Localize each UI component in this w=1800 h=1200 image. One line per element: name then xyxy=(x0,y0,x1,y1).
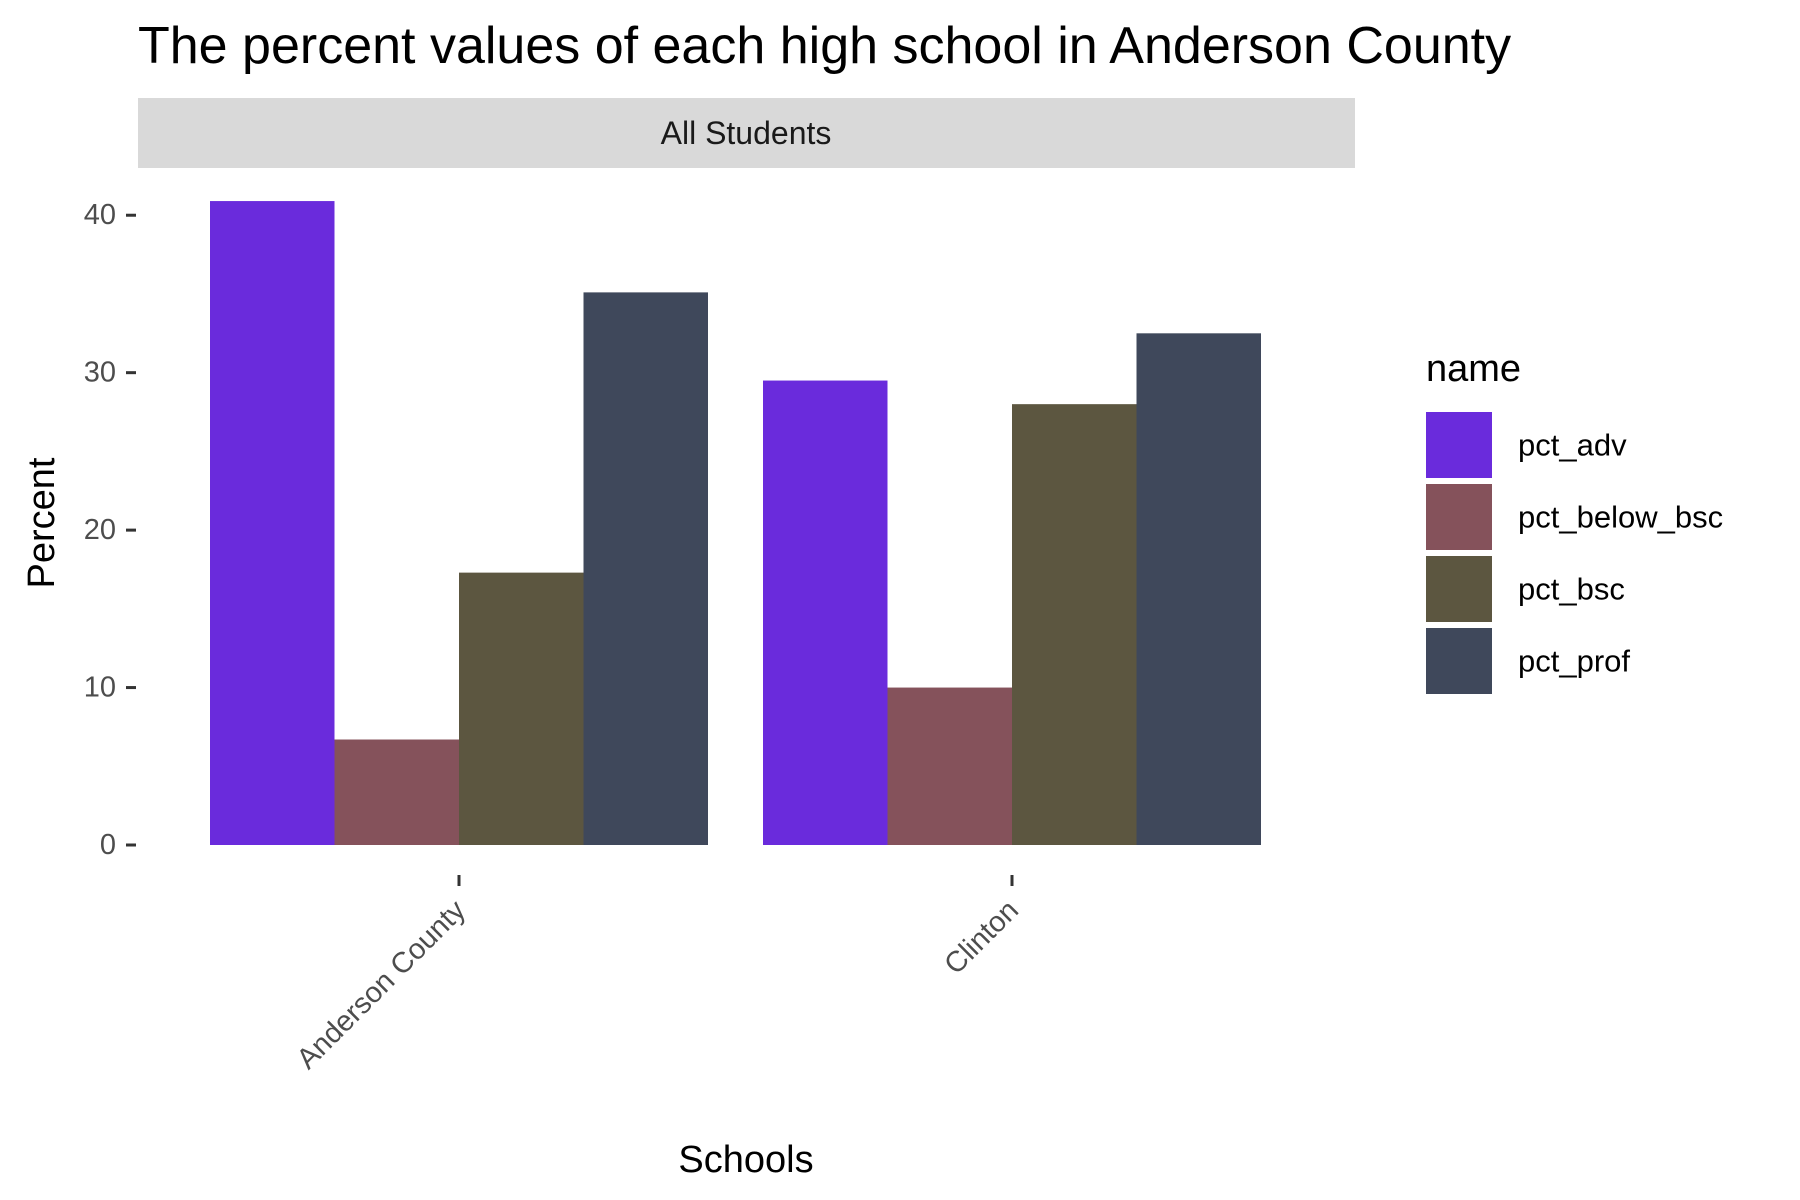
legend-label-pct-bsc: pct_bsc xyxy=(1518,572,1625,607)
y-tick-label: 20 xyxy=(84,514,116,546)
legend-title: name xyxy=(1426,348,1521,390)
bars-layer xyxy=(210,201,1261,846)
legend-key-pct-adv xyxy=(1426,412,1492,478)
legend-key-pct-prof xyxy=(1426,628,1492,694)
y-axis: 0 10 20 30 40 xyxy=(84,199,136,861)
x-axis-title: Schools xyxy=(678,1139,813,1181)
bar-anderson-county-pct-adv xyxy=(210,201,335,845)
facet-strip: All Students xyxy=(138,98,1355,168)
chart-title: The percent values of each high school i… xyxy=(138,17,1511,75)
legend-label-pct-prof: pct_prof xyxy=(1518,644,1630,679)
bar-anderson-county-pct-prof xyxy=(583,292,708,846)
legend: name pct_adv pct_below_bsc pct_bsc pct_prof xyxy=(1426,348,1723,694)
bar-anderson-county-pct-below-bsc xyxy=(334,739,459,845)
legend-key-pct-bsc xyxy=(1426,556,1492,622)
facet-strip-label: All Students xyxy=(661,115,832,151)
facet-strip-background xyxy=(138,98,1355,168)
y-tick-label: 30 xyxy=(84,357,116,389)
x-tick-label-anderson-county: Anderson County xyxy=(291,894,472,1075)
y-tick-label: 0 xyxy=(100,829,116,861)
bar-clinton-pct-prof xyxy=(1136,333,1261,845)
y-tick-label: 10 xyxy=(84,672,116,704)
bar-clinton-pct-bsc xyxy=(1012,404,1137,845)
x-axis: Anderson County Clinton xyxy=(291,875,1025,1075)
bar-anderson-county-pct-bsc xyxy=(459,572,584,845)
x-tick-label-clinton: Clinton xyxy=(938,894,1024,980)
y-axis-title: Percent xyxy=(21,457,63,588)
legend-label-pct-below-bsc: pct_below_bsc xyxy=(1518,500,1723,535)
y-tick-label: 40 xyxy=(84,199,116,231)
legend-label-pct-adv: pct_adv xyxy=(1518,428,1627,463)
bar-clinton-pct-below-bsc xyxy=(887,687,1012,845)
bar-clinton-pct-adv xyxy=(763,380,888,845)
legend-key-pct-below-bsc xyxy=(1426,484,1492,550)
